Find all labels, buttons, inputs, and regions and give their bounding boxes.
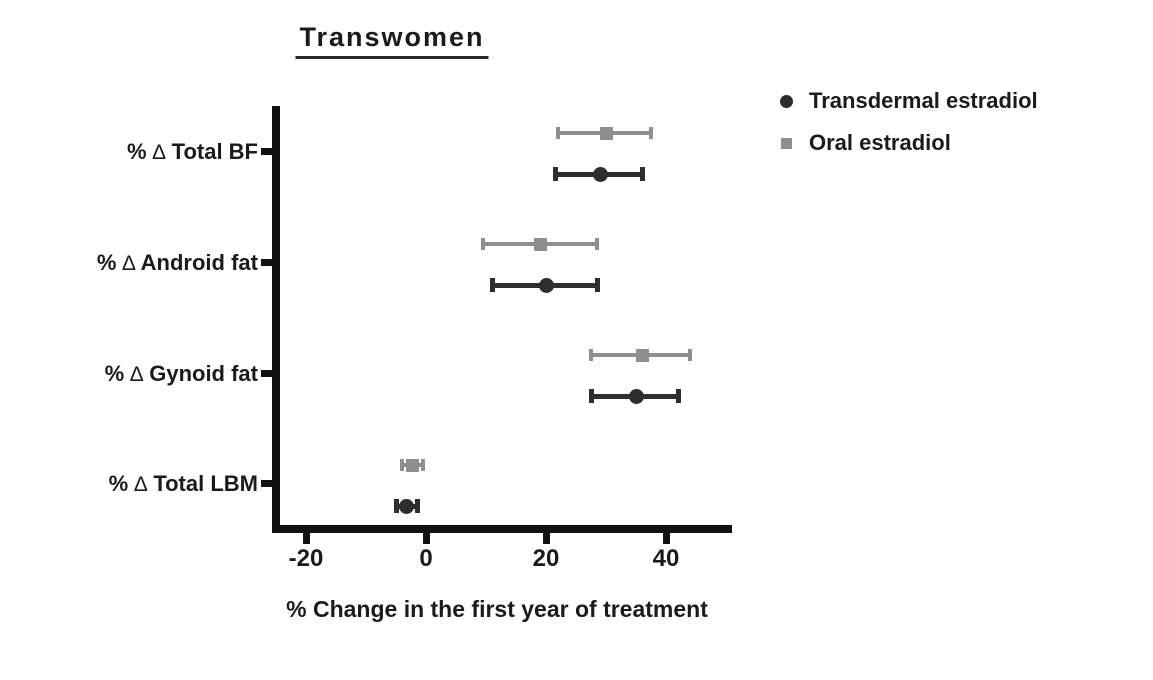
- category-label: % ∆ Android fat: [96, 250, 258, 275]
- legend-label-transdermal: Transdermal estradiol: [809, 88, 1038, 113]
- x-tick-label: -20: [288, 545, 324, 572]
- error-bar-cap: [400, 459, 404, 471]
- y-tick-mark: [261, 148, 273, 155]
- x-axis-line: [272, 525, 732, 533]
- error-bar-cap: [589, 349, 593, 361]
- category-label: % ∆ Total BF: [126, 139, 258, 164]
- y-axis-line: [272, 106, 280, 533]
- x-tick-label: 40: [652, 545, 680, 572]
- error-bar-cap: [481, 238, 485, 250]
- error-bar-cap: [688, 349, 692, 361]
- legend-label-oral: Oral estradiol: [809, 130, 951, 155]
- square-marker-icon: [778, 137, 794, 149]
- error-bar-cap: [489, 278, 495, 292]
- error-bar-cap: [649, 127, 653, 139]
- data-point-square: [599, 126, 613, 140]
- legend-item-oral: Oral estradiol: [778, 130, 1038, 156]
- x-tick-mark: [302, 533, 310, 544]
- data-point-square: [533, 237, 547, 251]
- x-tick-mark: [422, 533, 430, 544]
- data-point-circle: [592, 166, 608, 182]
- y-tick-mark: [261, 480, 273, 487]
- x-tick-mark: [662, 533, 670, 544]
- x-axis-title: % Change in the first year of treatment: [286, 596, 708, 622]
- error-bar-cap: [639, 167, 645, 181]
- data-point-circle: [538, 277, 554, 293]
- error-bar-cap: [414, 499, 420, 513]
- data-point-square: [406, 458, 420, 472]
- error-bar-cap: [594, 278, 600, 292]
- error-bar-cap: [595, 238, 599, 250]
- data-point-circle: [628, 388, 644, 404]
- error-bar-cap: [588, 389, 594, 403]
- chart-title: Transwomen: [295, 22, 489, 59]
- legend: Transdermal estradiol Oral estradiol: [778, 88, 1038, 156]
- error-bar-cap: [675, 389, 681, 403]
- error-bar-cap: [556, 127, 560, 139]
- x-tick-label: 20: [532, 545, 560, 572]
- error-bar-cap: [393, 499, 399, 513]
- y-tick-mark: [261, 370, 273, 377]
- category-label: % ∆ Gynoid fat: [104, 361, 258, 386]
- category-label: % ∆ Total LBM: [108, 471, 258, 496]
- y-tick-mark: [261, 259, 273, 266]
- x-tick-mark: [542, 533, 550, 544]
- data-point-square: [635, 348, 649, 362]
- error-bar-cap: [421, 459, 425, 471]
- data-point-circle: [398, 498, 414, 514]
- circle-marker-icon: [778, 94, 794, 108]
- x-tick-label: 0: [419, 545, 433, 572]
- error-bar-cap: [552, 167, 558, 181]
- legend-item-transdermal: Transdermal estradiol: [778, 88, 1038, 114]
